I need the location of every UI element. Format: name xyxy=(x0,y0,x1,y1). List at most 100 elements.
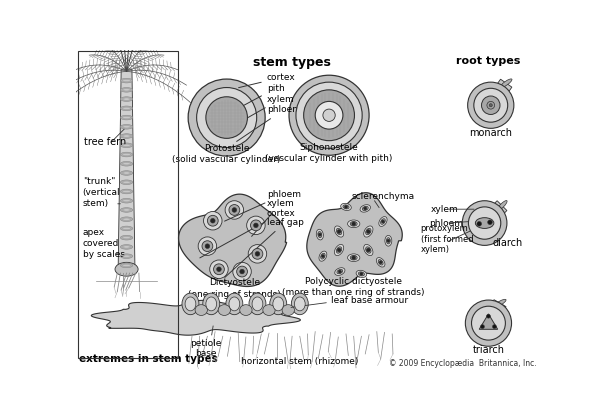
Ellipse shape xyxy=(121,198,133,203)
Text: xylem: xylem xyxy=(431,205,458,214)
Circle shape xyxy=(489,104,493,107)
Ellipse shape xyxy=(195,305,208,315)
Ellipse shape xyxy=(203,293,220,315)
Ellipse shape xyxy=(240,305,252,315)
Ellipse shape xyxy=(122,200,130,202)
Circle shape xyxy=(379,261,382,264)
Polygon shape xyxy=(485,79,512,109)
Circle shape xyxy=(487,314,490,318)
Text: cortex: cortex xyxy=(239,73,295,88)
Circle shape xyxy=(493,325,496,329)
Ellipse shape xyxy=(365,247,371,253)
Ellipse shape xyxy=(218,305,230,315)
Circle shape xyxy=(202,241,213,251)
Polygon shape xyxy=(118,69,135,273)
Circle shape xyxy=(210,260,228,278)
Circle shape xyxy=(225,201,244,219)
Circle shape xyxy=(367,248,370,252)
Text: monarch: monarch xyxy=(469,127,512,138)
Text: leaf base armour: leaf base armour xyxy=(331,295,408,305)
Ellipse shape xyxy=(121,254,133,259)
Ellipse shape xyxy=(379,217,387,227)
Circle shape xyxy=(487,101,494,109)
Ellipse shape xyxy=(122,218,130,220)
Text: leaf gap: leaf gap xyxy=(225,218,304,277)
Text: sclerenchyma: sclerenchyma xyxy=(352,192,415,200)
Ellipse shape xyxy=(121,180,133,185)
Text: extremes in stem types: extremes in stem types xyxy=(79,354,218,364)
Ellipse shape xyxy=(500,79,512,88)
Text: stem types: stem types xyxy=(253,56,331,69)
Circle shape xyxy=(352,256,356,260)
Ellipse shape xyxy=(122,255,130,257)
Circle shape xyxy=(315,101,343,129)
Ellipse shape xyxy=(121,134,133,138)
Circle shape xyxy=(387,239,390,242)
Circle shape xyxy=(251,220,261,231)
Ellipse shape xyxy=(494,299,506,307)
Ellipse shape xyxy=(341,203,352,210)
Ellipse shape xyxy=(122,264,130,266)
Ellipse shape xyxy=(122,144,130,146)
Ellipse shape xyxy=(365,228,371,235)
Circle shape xyxy=(255,251,260,256)
Ellipse shape xyxy=(316,229,323,240)
Ellipse shape xyxy=(121,171,133,175)
Text: Protostele
(solid vascular cylinder): Protostele (solid vascular cylinder) xyxy=(172,144,281,164)
Ellipse shape xyxy=(122,98,130,100)
Polygon shape xyxy=(482,300,506,327)
Circle shape xyxy=(474,88,508,122)
Circle shape xyxy=(477,222,482,226)
Ellipse shape xyxy=(385,235,392,246)
Ellipse shape xyxy=(122,227,130,229)
Ellipse shape xyxy=(122,79,130,82)
Circle shape xyxy=(482,96,500,115)
Ellipse shape xyxy=(273,297,284,311)
Circle shape xyxy=(469,207,501,239)
Ellipse shape xyxy=(122,154,130,156)
Text: apex
covered
by scales: apex covered by scales xyxy=(83,228,125,259)
Circle shape xyxy=(214,264,224,275)
Ellipse shape xyxy=(334,226,344,237)
Ellipse shape xyxy=(364,244,373,256)
Ellipse shape xyxy=(318,232,322,238)
Ellipse shape xyxy=(122,126,130,128)
Ellipse shape xyxy=(122,172,130,174)
Text: Siphonostele
(vascular cylinder with pith): Siphonostele (vascular cylinder with pit… xyxy=(265,143,393,163)
Ellipse shape xyxy=(252,297,263,311)
Text: phloem: phloem xyxy=(429,219,463,227)
Ellipse shape xyxy=(335,268,345,276)
Text: Dictyostele
(one ring of strands): Dictyostele (one ring of strands) xyxy=(188,278,281,298)
Circle shape xyxy=(322,255,325,258)
Ellipse shape xyxy=(121,244,133,249)
Ellipse shape xyxy=(122,135,130,137)
Ellipse shape xyxy=(376,258,385,267)
Ellipse shape xyxy=(121,152,133,157)
Circle shape xyxy=(211,218,215,223)
Ellipse shape xyxy=(121,78,133,83)
Ellipse shape xyxy=(122,107,130,110)
Ellipse shape xyxy=(121,208,133,212)
Circle shape xyxy=(252,249,263,259)
Circle shape xyxy=(229,205,240,215)
Ellipse shape xyxy=(249,293,266,315)
Text: Polycyclic dictyostele
(more than one ring of strands): Polycyclic dictyostele (more than one ri… xyxy=(283,277,425,297)
Circle shape xyxy=(232,208,236,212)
Circle shape xyxy=(382,220,385,223)
Ellipse shape xyxy=(121,226,133,231)
Circle shape xyxy=(364,207,367,210)
Ellipse shape xyxy=(121,115,133,120)
Circle shape xyxy=(203,212,222,230)
Circle shape xyxy=(217,267,221,271)
Ellipse shape xyxy=(360,205,370,212)
Circle shape xyxy=(367,229,370,234)
Ellipse shape xyxy=(378,260,383,265)
Ellipse shape xyxy=(358,272,364,276)
Circle shape xyxy=(206,97,247,138)
Ellipse shape xyxy=(122,181,130,183)
Ellipse shape xyxy=(347,254,360,261)
Ellipse shape xyxy=(350,222,357,226)
Ellipse shape xyxy=(122,116,130,119)
Circle shape xyxy=(197,88,257,148)
Ellipse shape xyxy=(337,247,342,253)
